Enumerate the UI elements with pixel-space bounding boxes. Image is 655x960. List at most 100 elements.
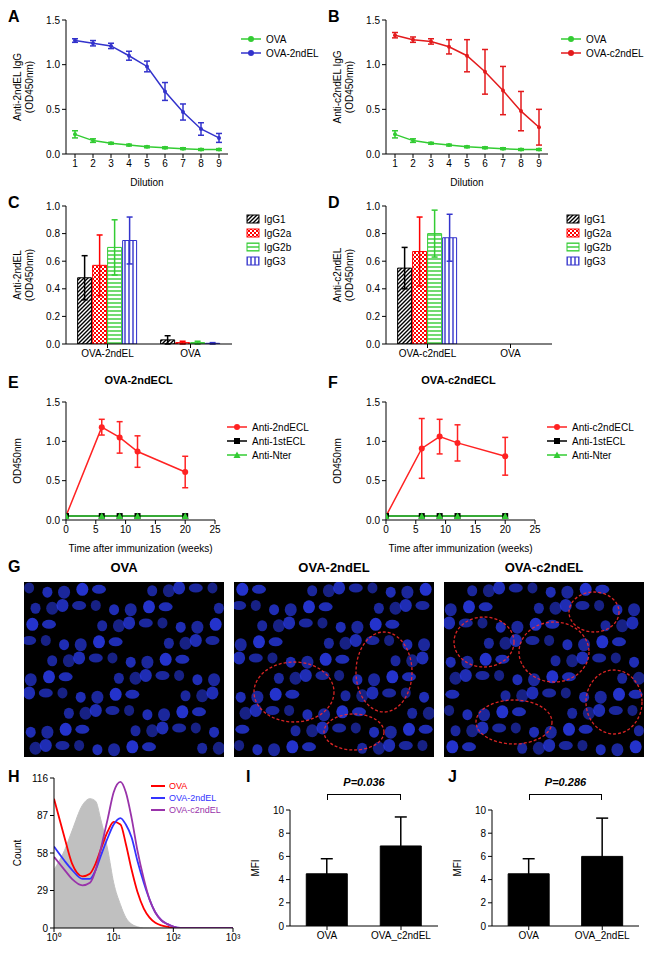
svg-text:2: 2 — [410, 158, 416, 169]
svg-text:4: 4 — [446, 158, 452, 169]
svg-text:3: 3 — [108, 158, 114, 169]
svg-text:7: 7 — [180, 158, 186, 169]
svg-text:0.4: 0.4 — [366, 283, 380, 294]
svg-text:87: 87 — [37, 810, 49, 821]
svg-text:OVA_c2ndEL: OVA_c2ndEL — [371, 930, 431, 941]
svg-text:0.6: 0.6 — [366, 256, 380, 267]
svg-text:0.0: 0.0 — [366, 515, 380, 526]
svg-text:0.2: 0.2 — [366, 311, 380, 322]
svg-text:4: 4 — [126, 158, 132, 169]
svg-text:5: 5 — [144, 158, 150, 169]
svg-text:6: 6 — [278, 851, 284, 862]
svg-text:5: 5 — [464, 158, 470, 169]
svg-text:5: 5 — [93, 524, 99, 535]
svg-text:25: 25 — [529, 524, 541, 535]
svg-text:0.0: 0.0 — [46, 149, 60, 160]
svg-text:0.4: 0.4 — [46, 283, 60, 294]
svg-text:0: 0 — [278, 921, 284, 932]
svg-text:Time after immunization (weeks: Time after immunization (weeks) — [388, 543, 532, 554]
svg-text:1.5: 1.5 — [366, 397, 380, 408]
svg-text:116: 116 — [32, 773, 48, 784]
svg-text:0: 0 — [383, 524, 389, 535]
svg-text:6: 6 — [162, 158, 168, 169]
svg-text:1.0: 1.0 — [366, 201, 380, 212]
svg-text:10²: 10² — [166, 932, 181, 943]
svg-text:OD450nm: OD450nm — [12, 438, 23, 484]
svg-text:9: 9 — [536, 158, 542, 169]
svg-text:Dilution: Dilution — [130, 177, 163, 188]
svg-text:1: 1 — [392, 158, 398, 169]
svg-text:0.5: 0.5 — [366, 475, 380, 486]
svg-text:1.5: 1.5 — [366, 15, 380, 26]
svg-text:0.0: 0.0 — [46, 339, 60, 350]
svg-text:Time after immunization (weeks: Time after immunization (weeks) — [68, 543, 212, 554]
svg-text:8: 8 — [198, 158, 204, 169]
svg-text:Anti-c2ndEL IgG(OD450nm): Anti-c2ndEL IgG(OD450nm) — [332, 50, 355, 123]
svg-text:OVA: OVA — [317, 930, 338, 941]
svg-text:0.8: 0.8 — [46, 228, 60, 239]
svg-text:0: 0 — [42, 923, 48, 934]
svg-text:9: 9 — [216, 158, 222, 169]
svg-text:Anti-2ndEL(OD450nm): Anti-2ndEL(OD450nm) — [12, 249, 35, 301]
svg-text:Dilution: Dilution — [450, 177, 483, 188]
svg-text:0.8: 0.8 — [366, 228, 380, 239]
svg-text:25: 25 — [209, 524, 221, 535]
svg-text:OVA: OVA — [519, 930, 540, 941]
svg-text:1.0: 1.0 — [366, 59, 380, 70]
svg-text:10: 10 — [120, 524, 132, 535]
svg-text:0.2: 0.2 — [46, 311, 60, 322]
svg-text:0.6: 0.6 — [46, 256, 60, 267]
svg-text:OVA-2ndEL: OVA-2ndEL — [81, 348, 134, 359]
svg-text:0.5: 0.5 — [46, 475, 60, 486]
svg-text:OD450nm: OD450nm — [332, 438, 343, 484]
svg-text:0.0: 0.0 — [366, 339, 380, 350]
svg-text:20: 20 — [500, 524, 512, 535]
svg-text:MFI: MFI — [452, 859, 463, 876]
svg-text:OVA: OVA — [180, 348, 201, 359]
svg-text:0.5: 0.5 — [366, 104, 380, 115]
svg-text:OVA-c2ndEL: OVA-c2ndEL — [399, 348, 457, 359]
svg-text:1.0: 1.0 — [46, 436, 60, 447]
svg-text:1: 1 — [72, 158, 78, 169]
svg-text:5: 5 — [413, 524, 419, 535]
svg-text:15: 15 — [470, 524, 482, 535]
svg-text:0.5: 0.5 — [46, 104, 60, 115]
svg-text:4: 4 — [278, 874, 284, 885]
svg-text:10³: 10³ — [226, 932, 241, 943]
svg-text:Anti-c2ndEL(OD450nm): Anti-c2ndEL(OD450nm) — [332, 247, 355, 302]
svg-text:Count: Count — [12, 839, 23, 866]
svg-text:0: 0 — [63, 524, 69, 535]
svg-text:1.5: 1.5 — [46, 397, 60, 408]
svg-text:0.0: 0.0 — [46, 515, 60, 526]
svg-text:3: 3 — [428, 158, 434, 169]
svg-text:10: 10 — [440, 524, 452, 535]
svg-text:Anti-2ndEL IgG(OD450nm): Anti-2ndEL IgG(OD450nm) — [12, 53, 35, 121]
svg-text:8: 8 — [518, 158, 524, 169]
svg-text:0.0: 0.0 — [366, 149, 380, 160]
svg-text:6: 6 — [480, 851, 486, 862]
svg-text:58: 58 — [37, 848, 49, 859]
svg-text:2: 2 — [90, 158, 96, 169]
svg-text:1.5: 1.5 — [46, 15, 60, 26]
svg-text:4: 4 — [480, 874, 486, 885]
svg-text:8: 8 — [278, 828, 284, 839]
svg-text:29: 29 — [37, 885, 49, 896]
svg-text:10¹: 10¹ — [106, 932, 121, 943]
svg-text:10: 10 — [475, 805, 487, 816]
svg-text:MFI: MFI — [250, 859, 261, 876]
svg-text:2: 2 — [278, 897, 284, 908]
svg-text:1.0: 1.0 — [46, 201, 60, 212]
svg-text:2: 2 — [480, 897, 486, 908]
svg-text:10⁰: 10⁰ — [46, 932, 61, 943]
svg-text:OVA: OVA — [500, 348, 521, 359]
svg-text:1.0: 1.0 — [366, 436, 380, 447]
svg-text:OVA_2ndEL: OVA_2ndEL — [575, 930, 630, 941]
svg-text:1.0: 1.0 — [46, 59, 60, 70]
svg-text:0: 0 — [480, 921, 486, 932]
svg-text:10: 10 — [273, 805, 285, 816]
svg-text:6: 6 — [482, 158, 488, 169]
svg-text:8: 8 — [480, 828, 486, 839]
svg-text:20: 20 — [180, 524, 192, 535]
svg-text:15: 15 — [150, 524, 162, 535]
svg-text:7: 7 — [500, 158, 506, 169]
